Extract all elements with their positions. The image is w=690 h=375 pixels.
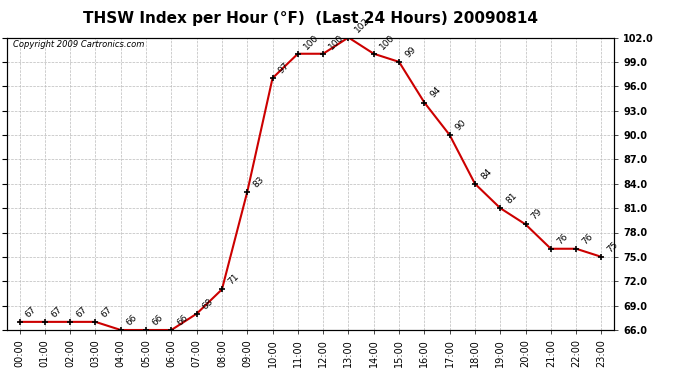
Text: 66: 66 [175, 313, 190, 327]
Text: 84: 84 [479, 166, 493, 181]
Text: 99: 99 [403, 45, 417, 59]
Text: 67: 67 [99, 304, 114, 319]
Text: 100: 100 [378, 32, 397, 51]
Text: 100: 100 [302, 32, 321, 51]
Text: 97: 97 [277, 61, 291, 75]
Text: 100: 100 [327, 32, 346, 51]
Text: 66: 66 [150, 313, 165, 327]
Text: 75: 75 [606, 240, 620, 254]
Text: 76: 76 [555, 231, 569, 246]
Text: 67: 67 [23, 304, 38, 319]
Text: 81: 81 [504, 191, 519, 206]
Text: 71: 71 [226, 272, 241, 286]
Text: 94: 94 [428, 86, 443, 100]
Text: THSW Index per Hour (°F)  (Last 24 Hours) 20090814: THSW Index per Hour (°F) (Last 24 Hours)… [83, 11, 538, 26]
Text: 79: 79 [530, 207, 544, 222]
Text: 68: 68 [201, 297, 215, 311]
Text: 76: 76 [580, 231, 595, 246]
Text: 83: 83 [251, 175, 266, 189]
Text: Copyright 2009 Cartronics.com: Copyright 2009 Cartronics.com [13, 40, 144, 50]
Text: 102: 102 [353, 16, 371, 35]
Text: 67: 67 [49, 304, 63, 319]
Text: 67: 67 [75, 304, 89, 319]
Text: 66: 66 [125, 313, 139, 327]
Text: 90: 90 [454, 118, 469, 132]
